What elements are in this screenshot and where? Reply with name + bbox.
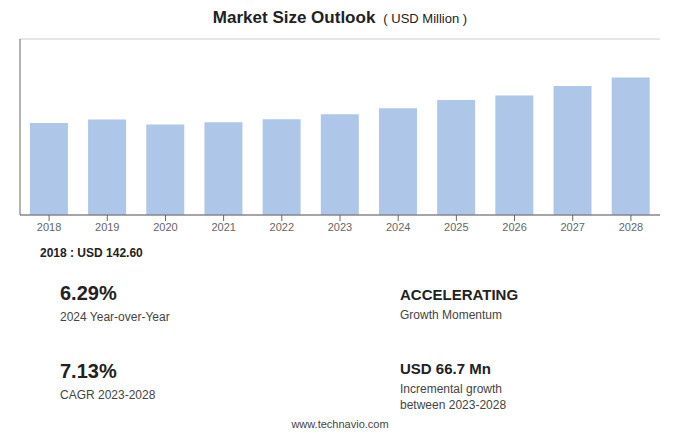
html-text:7.13%: 7.13%	[60, 360, 117, 382]
svg-text:2027: 2027	[560, 221, 584, 233]
svg-text:2023: 2023	[328, 221, 352, 233]
html-text:( USD Million ): ( USD Million )	[383, 11, 468, 26]
svg-text:2025: 2025	[444, 221, 468, 233]
svg-text:2019: 2019	[95, 221, 119, 233]
svg-text:2028: 2028	[619, 221, 643, 233]
html-text:Growth Momentum: Growth Momentum	[400, 308, 502, 322]
html-text:Incremental growth: Incremental growth	[400, 382, 502, 396]
svg-text:2018: 2018	[37, 221, 61, 233]
svg-text:2024: 2024	[386, 221, 410, 233]
svg-text:2020: 2020	[153, 221, 177, 233]
svg-text:2026: 2026	[502, 221, 526, 233]
html-text:6.29%: 6.29%	[60, 282, 117, 304]
html-text:between 2023-2028: between 2023-2028	[400, 398, 507, 412]
html-text:CAGR 2023-2028: CAGR 2023-2028	[60, 388, 156, 402]
html-text:ACCELERATING: ACCELERATING	[400, 286, 519, 303]
html-text:2018 : USD 142.60: 2018 : USD 142.60	[40, 246, 143, 260]
html-text:USD 66.7 Mn: USD 66.7 Mn	[400, 360, 491, 377]
svg-text:2022: 2022	[270, 221, 294, 233]
html-text:2024 Year-over-Year: 2024 Year-over-Year	[60, 310, 170, 324]
svg-text:2021: 2021	[211, 221, 235, 233]
html-text:www.technavio.com: www.technavio.com	[291, 418, 389, 430]
html-text:Market Size Outlook: Market Size Outlook	[212, 8, 376, 27]
